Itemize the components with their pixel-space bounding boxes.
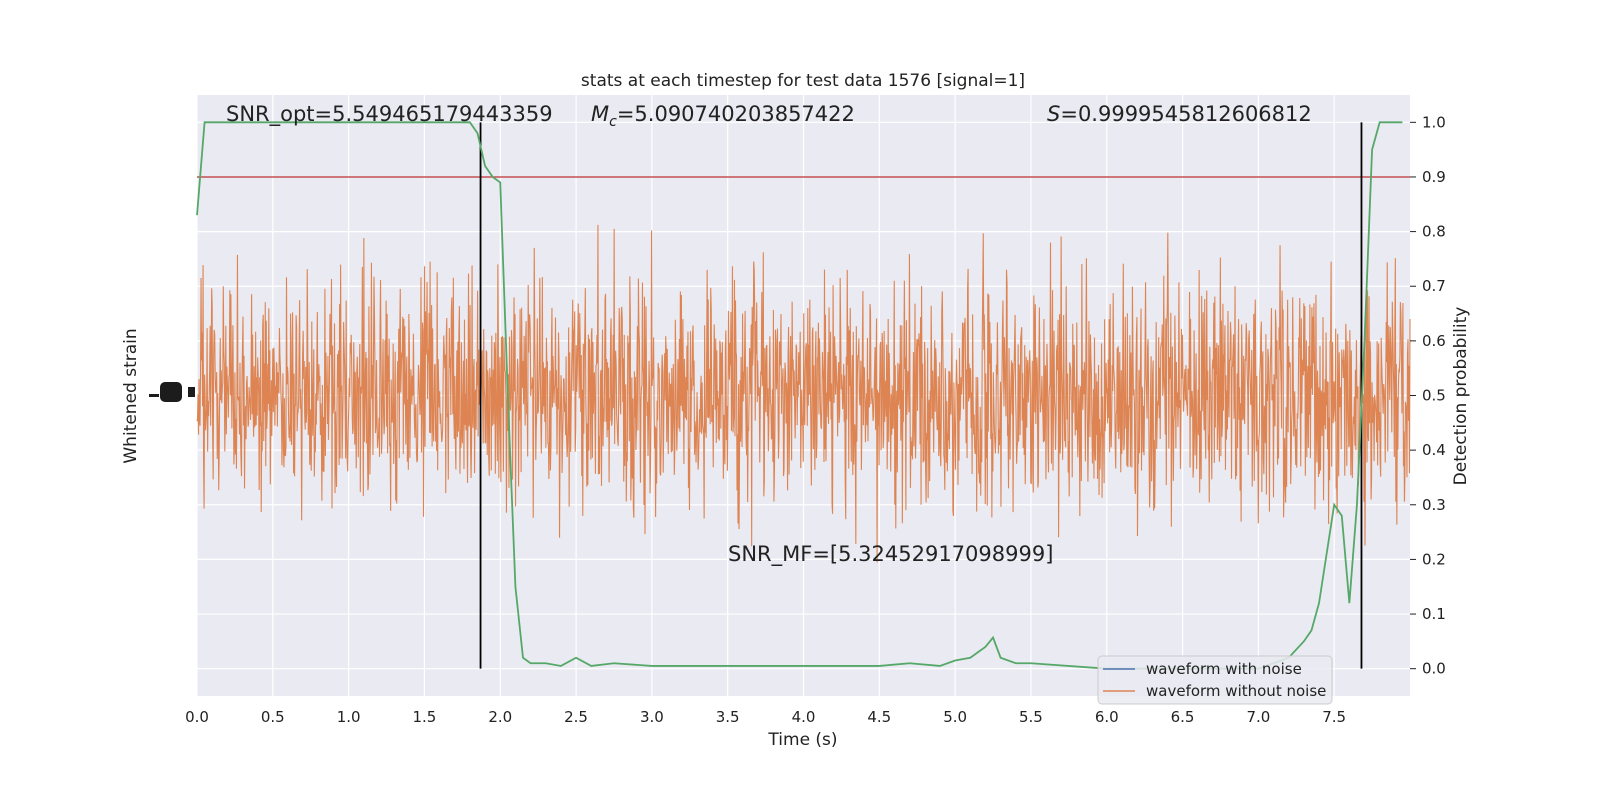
waveform-without-noise-line bbox=[196, 224, 1411, 563]
x-tick-label: 4.5 bbox=[867, 708, 891, 726]
x-tick-labels: 0.0 0.5 1.0 1.5 2.0 2.5 3.0 3.5 4.0 4.5 5.0 5.5 6.0 6… bbox=[185, 708, 1346, 726]
x-tick-label: 6.0 bbox=[1095, 708, 1119, 726]
x-tick-label: 5.5 bbox=[1019, 708, 1043, 726]
y-tick-label: 0.6 bbox=[1422, 332, 1446, 350]
x-tick-label: 2.0 bbox=[488, 708, 512, 726]
series-detection-probability bbox=[196, 121, 1403, 670]
x-tick-label: 0.5 bbox=[261, 708, 285, 726]
detection-probability-line bbox=[196, 121, 1403, 670]
x-tick-label: 3.5 bbox=[716, 708, 740, 726]
left-tick-stub bbox=[149, 394, 159, 397]
legend-label-without-noise: waveform without noise bbox=[1146, 682, 1326, 700]
annotation-snr-opt: SNR_opt=5.549465179443359 bbox=[226, 102, 553, 127]
y-tick-label: 0.0 bbox=[1422, 660, 1446, 678]
mc-value: =5.090740203857422 bbox=[617, 102, 855, 126]
x-tick-label: 6.5 bbox=[1171, 708, 1195, 726]
right-axis-label: Detection probability bbox=[1451, 307, 1471, 486]
right-tick-labels: 0.0 0.1 0.2 0.3 0.4 0.5 0.6 0.7 0.8 0.9 1.0 bbox=[1410, 113, 1446, 678]
s-symbol: S bbox=[1047, 102, 1060, 126]
legend: waveform with noise waveform without noi… bbox=[1097, 655, 1333, 705]
y-tick-label: 0.4 bbox=[1422, 441, 1446, 459]
mc-symbol: M bbox=[591, 102, 609, 126]
y-tick-label: 0.5 bbox=[1422, 387, 1446, 405]
y-tick-label: 0.9 bbox=[1422, 168, 1446, 186]
x-tick-label: 4.0 bbox=[792, 708, 816, 726]
mc-subscript: c bbox=[609, 114, 617, 130]
x-tick-label: 5.0 bbox=[943, 708, 967, 726]
x-tick-label: 7.5 bbox=[1322, 708, 1346, 726]
x-tick-label: 1.0 bbox=[337, 708, 361, 726]
y-tick-label: 0.7 bbox=[1422, 277, 1446, 295]
chart-title: stats at each timestep for test data 157… bbox=[581, 71, 1025, 91]
x-axis-label: Time (s) bbox=[767, 730, 837, 750]
series-waveform-without-noise bbox=[196, 224, 1411, 563]
left-axis-overlapping-ticks bbox=[149, 382, 195, 402]
y-tick-label: 0.3 bbox=[1422, 496, 1446, 514]
left-tick-cluster bbox=[160, 382, 182, 402]
annotation-snr-mf: SNR_MF=[5.32452917098999] bbox=[728, 542, 1053, 567]
x-tick-label: 3.0 bbox=[640, 708, 664, 726]
s-value: =0.9999545812606812 bbox=[1060, 102, 1311, 126]
y-tick-label: 1.0 bbox=[1422, 113, 1446, 131]
y-tick-label: 0.2 bbox=[1422, 550, 1446, 568]
y-tick-label: 0.8 bbox=[1422, 223, 1446, 241]
legend-label-with-noise: waveform with noise bbox=[1146, 660, 1302, 678]
y-tick-label: 0.1 bbox=[1422, 605, 1446, 623]
x-tick-label: 0.0 bbox=[185, 708, 209, 726]
left-axis-label: Whitened strain bbox=[121, 328, 141, 463]
x-tick-label: 7.0 bbox=[1246, 708, 1270, 726]
legend-box bbox=[1097, 655, 1333, 705]
annotation-mc: Mc=5.090740203857422 bbox=[591, 102, 855, 130]
left-tick-mark bbox=[188, 387, 195, 397]
annotation-s: S=0.9999545812606812 bbox=[1047, 102, 1312, 126]
x-tick-label: 2.5 bbox=[564, 708, 588, 726]
x-tick-label: 1.5 bbox=[413, 708, 437, 726]
